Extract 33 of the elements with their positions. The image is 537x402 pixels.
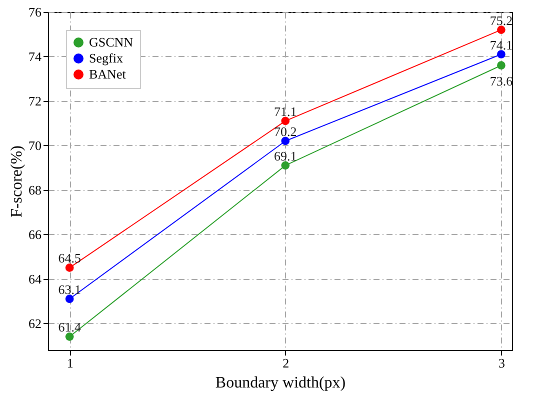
data-label: 75.2	[490, 12, 513, 28]
data-label: 74.1	[490, 37, 513, 52]
y-axis-title: F-score(%)	[8, 146, 26, 218]
legend-label: GSCNN	[89, 34, 134, 50]
y-tick-label: 74	[28, 48, 42, 64]
point	[281, 136, 290, 146]
y-tick-label: 64	[28, 271, 42, 286]
y-tick-label: 68	[28, 182, 42, 198]
y-tick-label: 76	[28, 4, 42, 20]
x-tick-label: 1	[66, 356, 74, 370]
point	[281, 116, 290, 126]
point	[65, 332, 74, 341]
x-tick-label: 3	[498, 356, 505, 370]
data-label: 63.1	[58, 282, 81, 297]
y-tick-label: 70	[28, 138, 42, 153]
point	[497, 26, 506, 34]
point	[281, 161, 290, 170]
legend-label: BANet	[89, 66, 126, 82]
point	[497, 50, 506, 58]
data-label: 69.1	[274, 148, 297, 164]
y-tick-label: 72	[28, 93, 42, 108]
data-label: 64.5	[58, 250, 81, 266]
x-tick-label: 2	[282, 356, 290, 370]
x-axis-title: Boundary width(px)	[215, 374, 346, 392]
data-label: 70.2	[274, 124, 297, 139]
y-tick-label: 66	[28, 226, 42, 242]
y-tick-label: 62	[28, 316, 42, 331]
point	[65, 264, 74, 272]
legend-label: Segfix	[89, 50, 124, 66]
data-label: 61.4	[58, 320, 82, 335]
point	[497, 61, 506, 70]
point	[65, 294, 74, 304]
data-label: 71.1	[274, 104, 297, 119]
